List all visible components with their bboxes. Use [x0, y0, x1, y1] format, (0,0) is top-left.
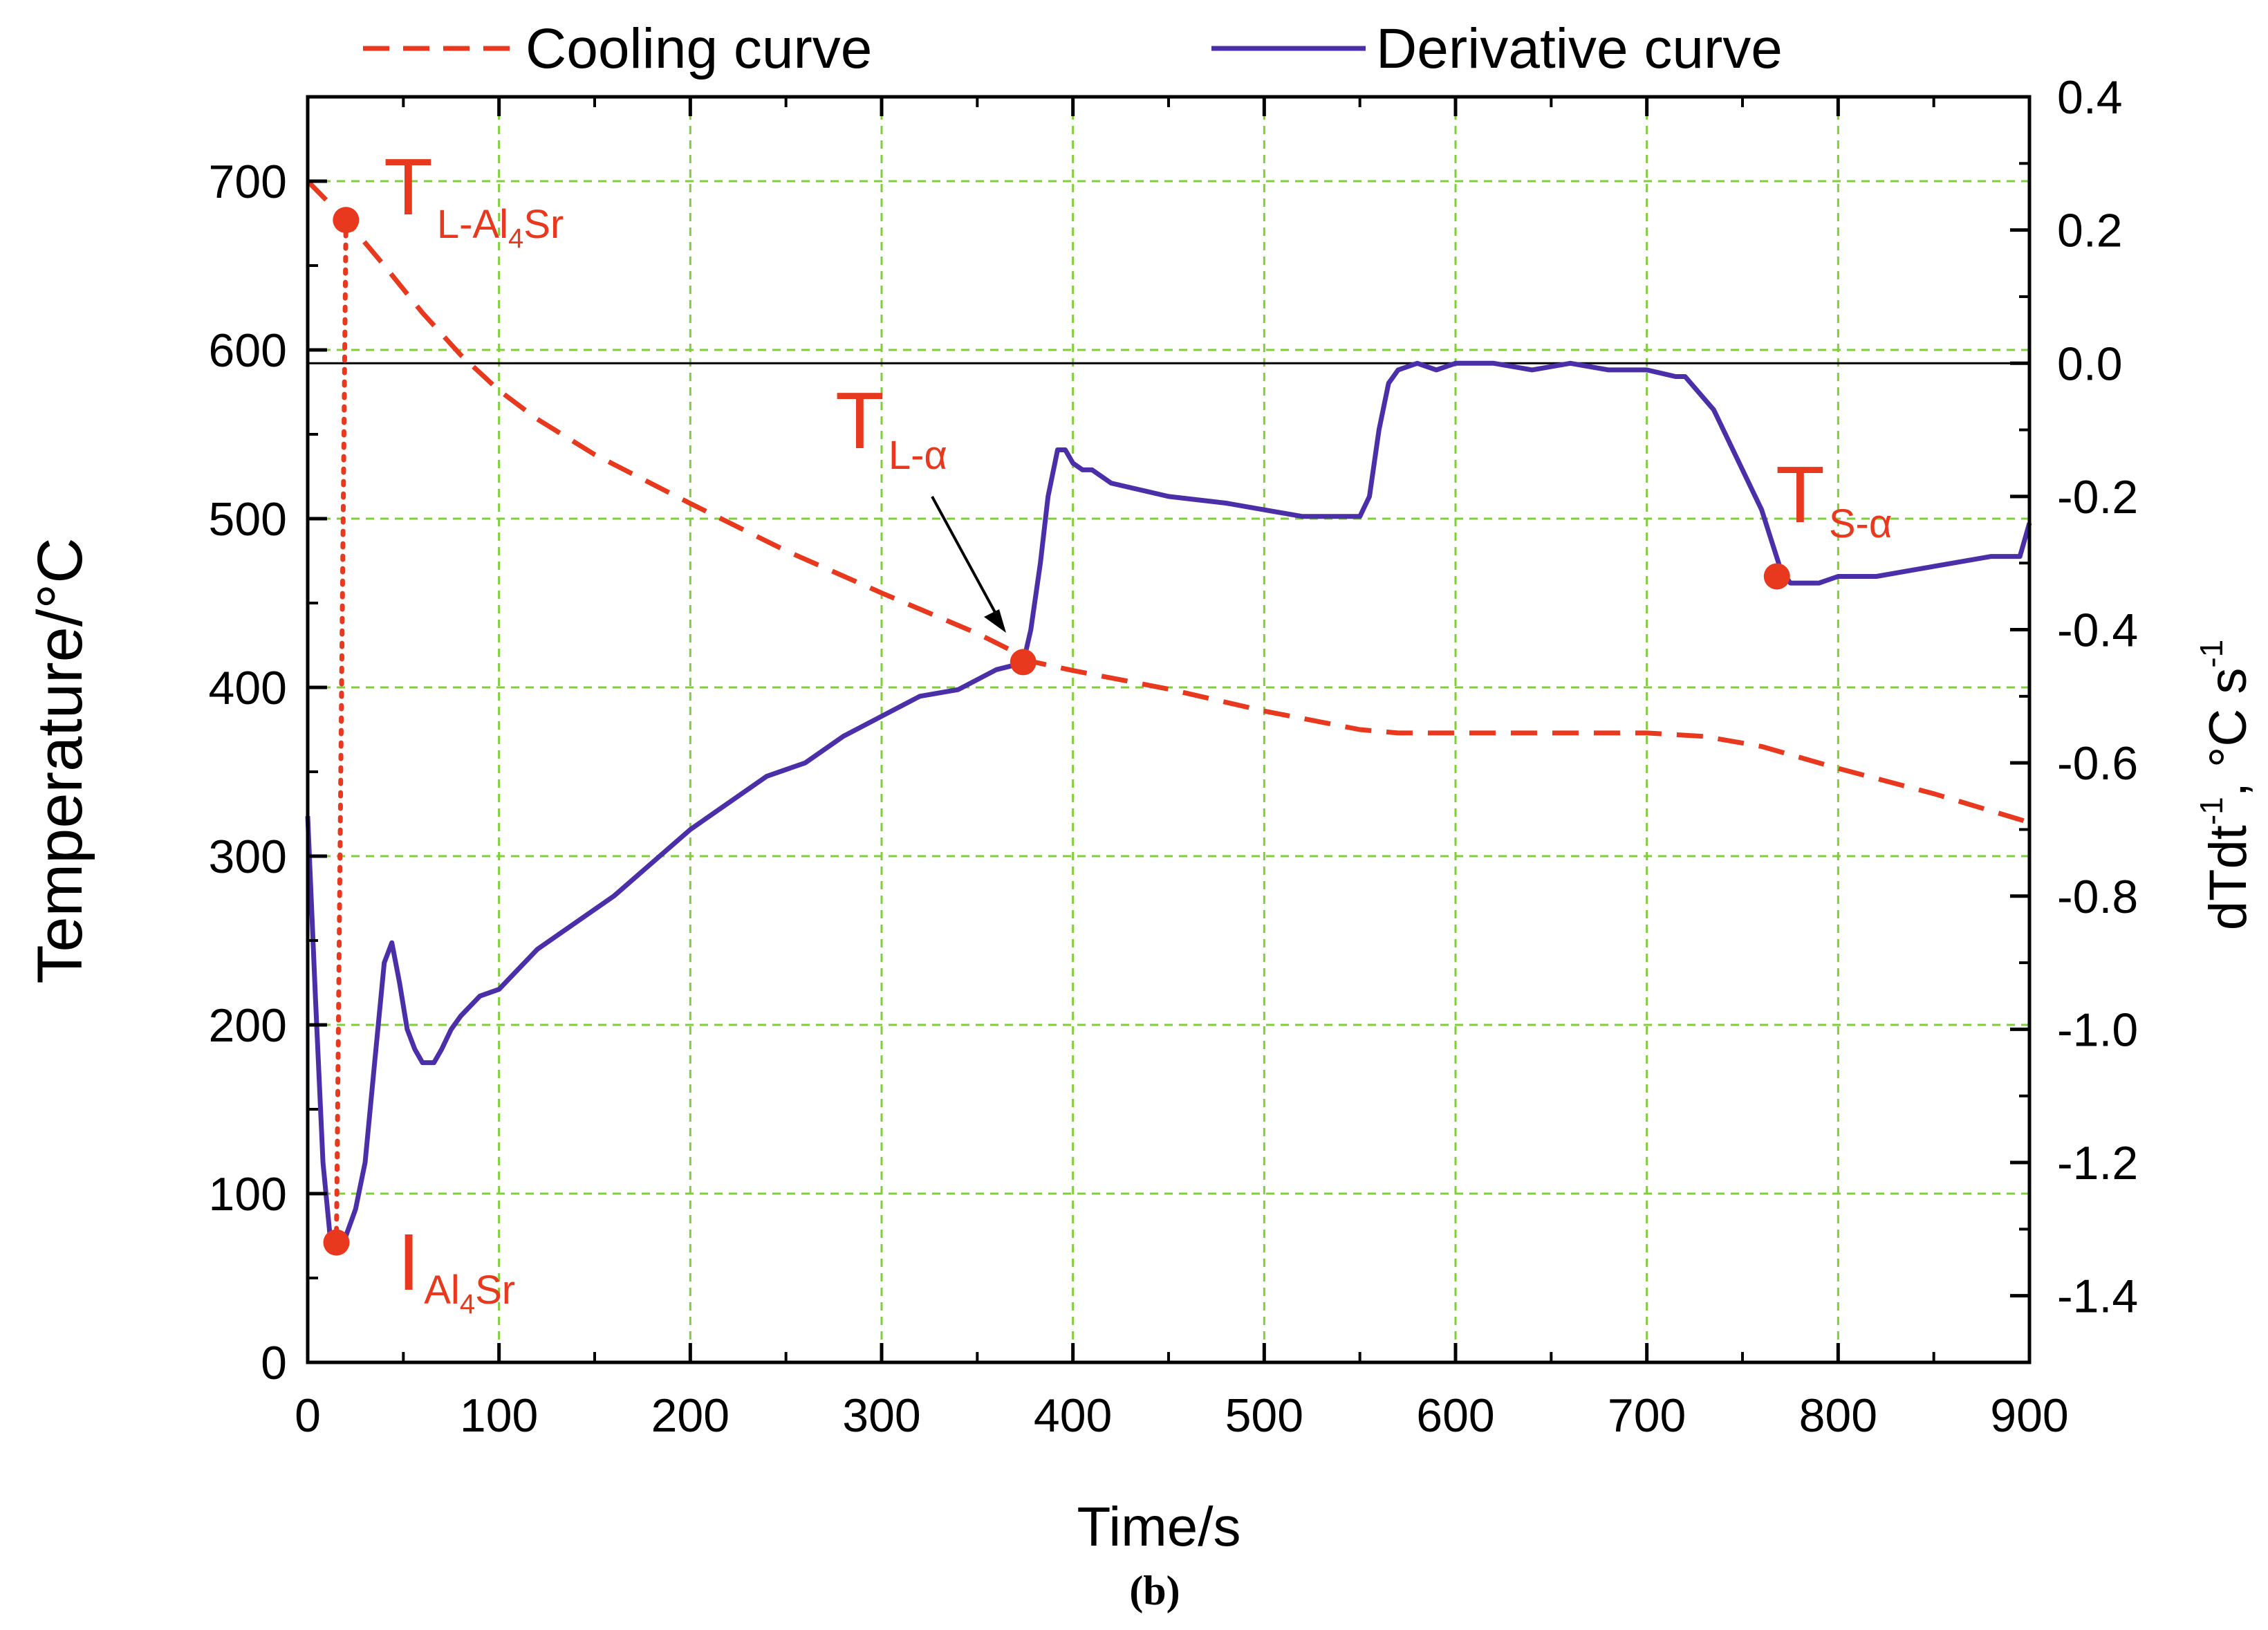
legend: Cooling curve Derivative curve: [363, 17, 1783, 80]
legend-label-derivative-curve: Derivative curve: [1376, 17, 1783, 80]
marker-t-l-al4sr: [333, 207, 360, 234]
y-right-tick-label: -1.4: [2057, 1270, 2138, 1323]
y-right-tick-label: 0.4: [2057, 71, 2123, 124]
ann-t-l-alpha-sub: L-α: [889, 433, 947, 478]
y-right-tick-label: -0.8: [2057, 871, 2138, 923]
ann-t-l-al4sr-sub: L-Al: [437, 202, 508, 247]
x-tick-label: 800: [1799, 1389, 1877, 1442]
x-tick-label: 500: [1225, 1389, 1303, 1442]
annotation-arrow: [931, 496, 1002, 623]
ann-t-s-alpha-main: T: [1776, 450, 1825, 539]
y-right-title-sup2: -1: [2193, 640, 2229, 668]
y-right-axis-title: dTdt-1, °C s-1: [2193, 640, 2258, 931]
grid-lines: [308, 97, 2029, 1362]
axis-ticks: [306, 95, 2032, 1364]
ann-t-l-al4sr-sub-tail: Sr: [523, 202, 564, 247]
annotation-t-l-alpha: T L-α: [835, 376, 947, 478]
y-right-tick-label: -0.6: [2057, 737, 2138, 790]
y-right-title-main: dTdt: [2199, 825, 2258, 930]
ann-i-al4sr-main: I: [398, 1217, 420, 1307]
y-left-tick-label: 400: [209, 662, 287, 714]
x-tick-label: 600: [1416, 1389, 1494, 1442]
annotation-t-s-alpha: T S-α: [1776, 450, 1892, 546]
ann-i-al4sr-sub-small: 4: [460, 1289, 475, 1319]
x-tick-label: 700: [1608, 1389, 1686, 1442]
x-tick-label: 100: [460, 1389, 538, 1442]
ann-t-s-alpha-sub: S-α: [1829, 501, 1893, 546]
series-line-derivative-curve: [305, 360, 2032, 1245]
x-tick-label: 400: [1034, 1389, 1112, 1442]
y-right-axis-tick-labels: 0.4 0.2 0.0 -0.2 -0.4 -0.6 -0.8 -1.0 -1.2 -1.4: [2057, 71, 2138, 1323]
y-right-tick-label: 0.2: [2057, 205, 2123, 257]
y-left-tick-label: 300: [209, 831, 287, 883]
y-right-tick-label: -1.2: [2057, 1137, 2138, 1189]
marker-t-l-alpha: [1010, 649, 1037, 676]
y-left-tick-label: 500: [209, 493, 287, 546]
markers: [323, 207, 1790, 1256]
x-axis-title: Time/s: [1077, 1496, 1240, 1557]
y-left-tick-label: 600: [209, 324, 287, 377]
onset-drop-line: [334, 217, 348, 1245]
ann-t-l-al4sr-sub-small: 4: [508, 223, 523, 254]
marker-t-s-alpha: [1763, 563, 1790, 590]
ann-i-al4sr-sub-tail: Sr: [475, 1268, 515, 1313]
annotation-i-al4sr: I Al4Sr: [398, 1217, 515, 1319]
ann-t-l-al4sr-main: T: [384, 142, 433, 232]
ann-t-l-alpha-main: T: [835, 376, 884, 465]
plot-frame: [306, 95, 2032, 1364]
y-left-tick-label: 100: [209, 1168, 287, 1221]
y-right-title-unit: , °C s: [2199, 668, 2258, 797]
y-right-tick-label: -1.0: [2057, 1003, 2138, 1056]
x-tick-label: 0: [295, 1389, 321, 1442]
y-left-axis-tick-labels: 0 100 200 300 400 500 600 700: [209, 156, 287, 1389]
legend-label-cooling-curve: Cooling curve: [526, 17, 872, 80]
y-right-tick-label: 0.0: [2057, 337, 2123, 390]
y-right-tick-label: -0.4: [2057, 604, 2138, 657]
x-tick-label: 300: [842, 1389, 920, 1442]
x-tick-label: 200: [651, 1389, 729, 1442]
figure-caption: (b): [1129, 1568, 1180, 1613]
marker-i-al4sr: [323, 1229, 350, 1256]
annotation-t-l-al4sr: T L-Al4Sr: [384, 142, 564, 254]
y-right-title-sup1: -1: [2193, 797, 2229, 825]
y-right-tick-label: -0.2: [2057, 471, 2138, 524]
x-tick-label: 900: [1990, 1389, 2068, 1442]
y-left-tick-label: 0: [261, 1337, 287, 1389]
y-left-tick-label: 200: [209, 999, 287, 1052]
ann-i-al4sr-sub: Al: [424, 1268, 460, 1313]
annotation-arrow-head: [984, 609, 1006, 633]
x-axis-tick-labels: 0 100 200 300 400 500 600 700 800 900: [295, 1389, 2069, 1442]
series-line-cooling-curve: [306, 179, 2031, 825]
y-left-axis-title: Temperature/°C: [25, 537, 95, 983]
y-left-tick-label: 700: [209, 156, 287, 208]
